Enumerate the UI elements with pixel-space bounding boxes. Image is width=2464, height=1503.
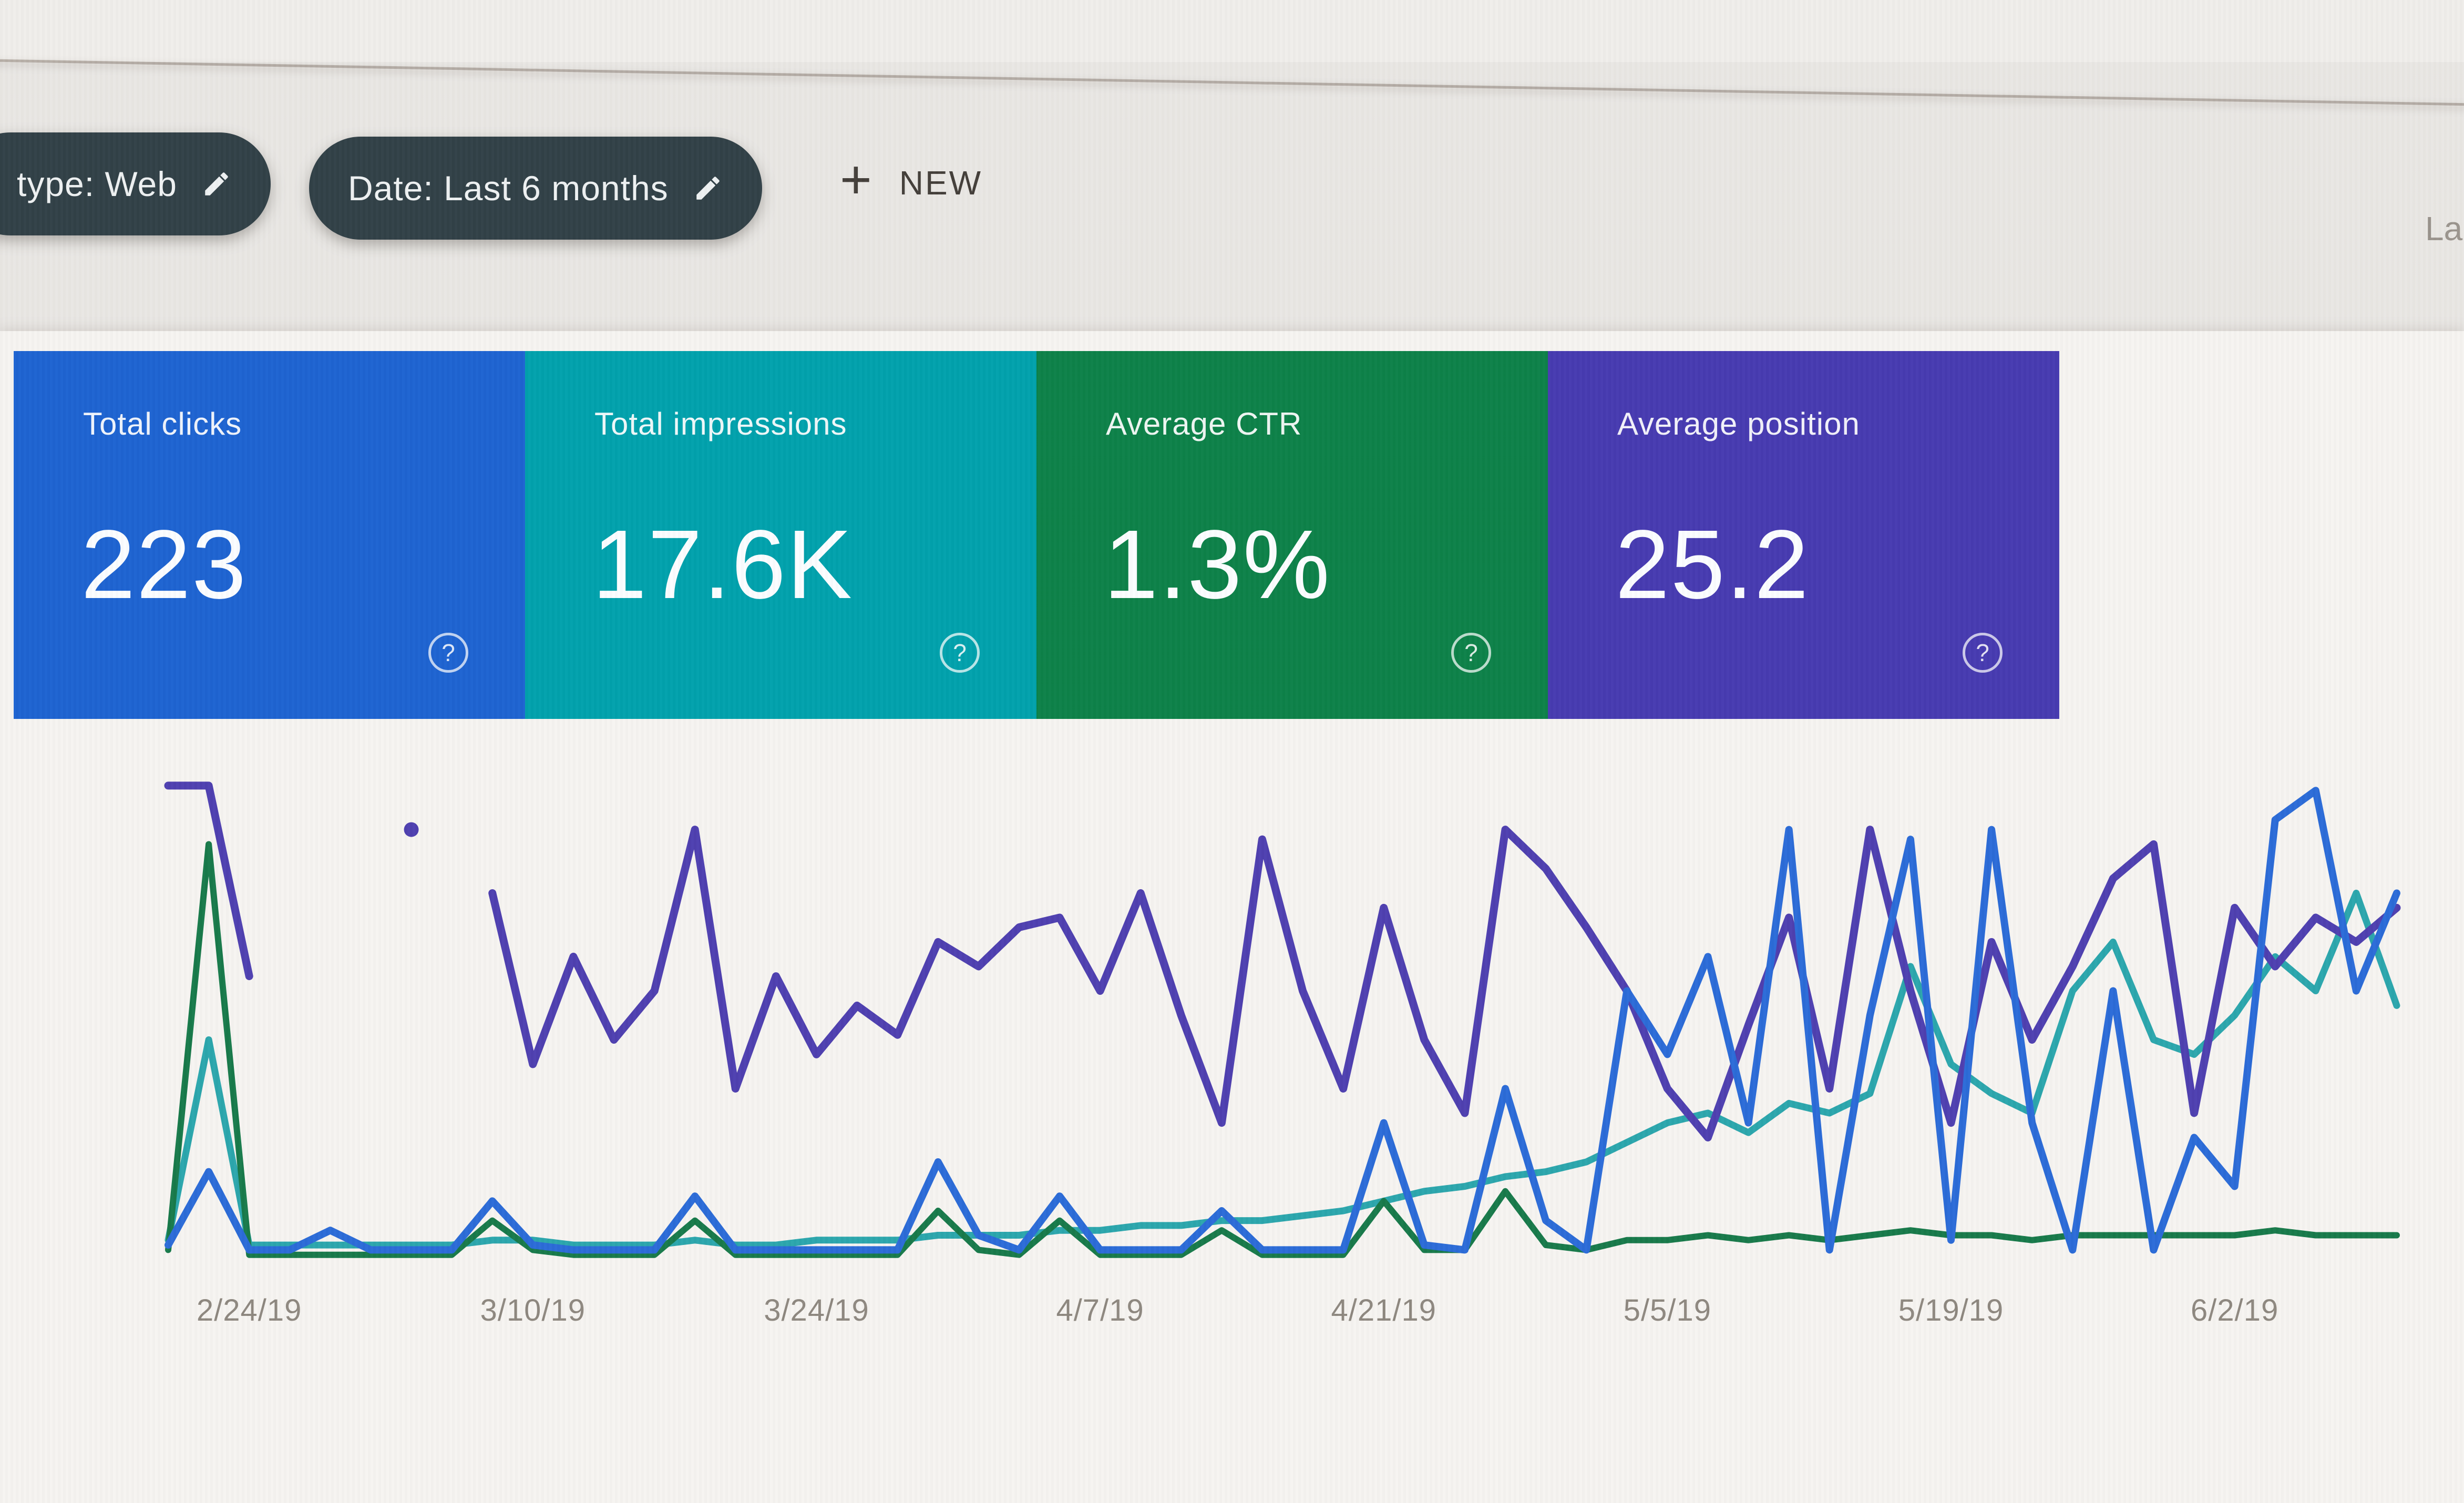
help-icon[interactable]: ? (1963, 633, 2003, 673)
filter-chip-search-type[interactable]: type: Web (0, 132, 271, 235)
filter-bar: type: Web Date: Last 6 months + NEW La (0, 121, 2464, 258)
new-filter-button[interactable]: + NEW (840, 152, 983, 210)
series-line-ctr (165, 841, 2400, 1258)
x-axis-label: 4/7/19 (1056, 1293, 1144, 1327)
metric-card-value: 25.2 (1615, 510, 1810, 619)
metric-card-title: Total clicks (83, 406, 242, 441)
x-axis-label: 3/10/19 (480, 1293, 586, 1327)
metric-card-total-impressions[interactable]: Total impressions 17.6K? (525, 351, 1036, 719)
series-line-clicks (165, 787, 2400, 1254)
series-line-position (488, 826, 2401, 1141)
top-right-partial-text: La (2425, 210, 2463, 248)
metric-card-value: 223 (81, 510, 248, 619)
x-axis-label: 3/24/19 (764, 1293, 869, 1327)
metric-card-total-clicks[interactable]: Total clicks 223? (14, 351, 525, 719)
screen-top-strip (0, 0, 2464, 62)
metric-card-average-ctr[interactable]: Average CTR 1.3%? (1036, 351, 1548, 719)
pencil-icon (696, 177, 720, 200)
help-icon[interactable]: ? (940, 633, 980, 673)
summary-cards-row: Total clicks 223? Total impressions 17.6K? A… (14, 351, 2059, 719)
filter-chip-date[interactable]: Date: Last 6 months (309, 137, 762, 240)
pencil-icon (205, 172, 228, 195)
metric-card-value: 17.6K (592, 510, 854, 619)
metric-card-title: Average position (1617, 406, 1860, 441)
help-icon[interactable]: ? (1451, 633, 1491, 673)
series-point-position (404, 822, 419, 837)
metric-card-title: Total impressions (594, 406, 847, 441)
plus-icon: + (840, 149, 872, 210)
x-axis-label: 5/19/19 (1898, 1293, 2004, 1327)
series-line-impressions (165, 890, 2400, 1249)
filter-chip-search-type-label: type: Web (17, 164, 177, 203)
x-axis-label: 4/21/19 (1331, 1293, 1436, 1327)
filter-chip-date-label: Date: Last 6 months (348, 169, 669, 208)
performance-report-panel: Total clicks 223? Total impressions 17.6K? A… (0, 331, 2464, 1503)
new-filter-label: NEW (899, 164, 983, 202)
metric-card-value: 1.3% (1104, 510, 1331, 619)
metric-card-title: Average CTR (1106, 406, 1302, 441)
performance-chart (164, 765, 2401, 1264)
metric-card-average-position[interactable]: Average position 25.2? (1548, 351, 2059, 719)
window-edge-divider (0, 59, 2464, 107)
x-axis-label: 5/5/19 (1623, 1293, 1711, 1327)
x-axis-labels: 2/24/19 3/10/19 3/24/19 4/7/19 4/21/19 5/5/19… (168, 1293, 2397, 1340)
series-line-position (164, 781, 253, 981)
line-chart-canvas (164, 781, 2401, 1258)
x-axis-label: 2/24/19 (196, 1293, 302, 1327)
x-axis-label: 6/2/19 (2190, 1293, 2279, 1327)
help-icon[interactable]: ? (428, 633, 468, 673)
